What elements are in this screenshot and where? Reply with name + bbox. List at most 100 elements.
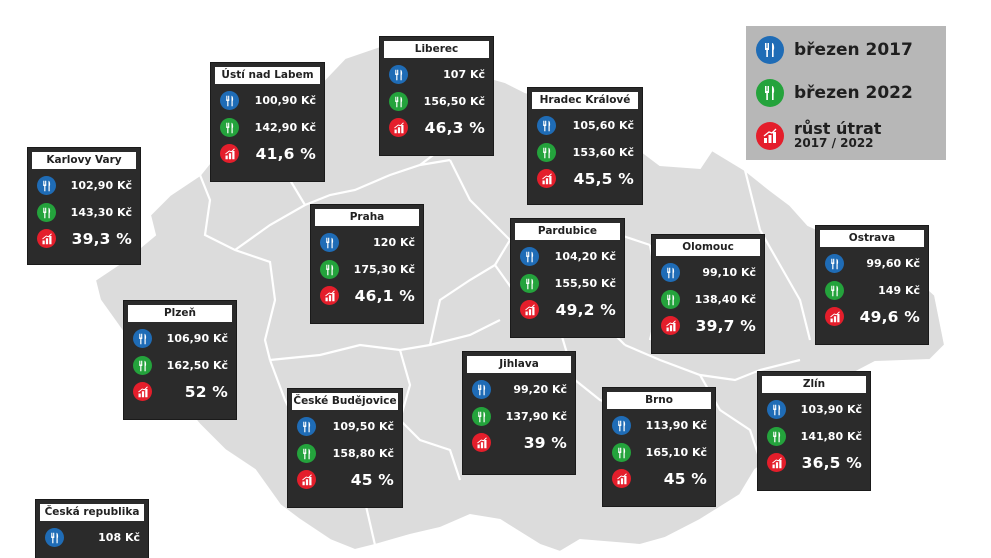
- cutlery-icon: [133, 329, 152, 348]
- region-card: Jihlava 99,20 Kč 137,90 Kč 39 %: [463, 352, 575, 474]
- region-name: Olomouc: [656, 239, 760, 256]
- region-name: Karlovy Vary: [32, 152, 136, 169]
- value-2022: 175,30 Kč: [353, 263, 415, 276]
- row-2022: 156,50 Kč: [389, 91, 485, 112]
- region-name: Brno: [607, 392, 711, 409]
- growth-percent: 39 %: [523, 433, 567, 452]
- legend-label-2017: březen 2017: [794, 39, 913, 60]
- region-card: Zlín 103,90 Kč 141,80 Kč 36,5 %: [758, 372, 870, 490]
- row-2017: 105,60 Kč: [537, 115, 634, 136]
- cutlery-icon: [767, 400, 786, 419]
- value-2017: 108 Kč: [98, 531, 140, 544]
- region-name: Liberec: [384, 41, 489, 58]
- region-card: Plzeň 106,90 Kč 162,50 Kč 52 %: [124, 301, 236, 419]
- growth-percent: 39,7 %: [695, 316, 756, 335]
- growth-percent: 41,6 %: [255, 144, 316, 163]
- value-2017: 107 Kč: [443, 68, 485, 81]
- growth-percent: 39,3 %: [71, 229, 132, 248]
- cutlery-icon: [612, 416, 631, 435]
- cutlery-icon: [520, 247, 539, 266]
- cutlery-icon: [612, 443, 631, 462]
- region-card: Ústí nad Labem 100,90 Kč 142,90 Kč 41,6 %: [211, 63, 324, 181]
- value-2017: 99,10 Kč: [702, 266, 756, 279]
- growth-percent: 49,2 %: [555, 300, 616, 319]
- row-growth: 39,3 %: [37, 228, 132, 249]
- growth-percent: 49,6 %: [859, 307, 920, 326]
- row-2017: 113,90 Kč: [612, 415, 707, 436]
- row-2022: 153,60 Kč: [537, 142, 634, 163]
- region-name: České Budějovice: [292, 393, 398, 410]
- region-card: České Budějovice 109,50 Kč 158,80 Kč 45 %: [288, 389, 402, 507]
- row-2017: 99,60 Kč: [825, 253, 920, 274]
- region-name: Ústí nad Labem: [215, 67, 320, 84]
- value-2017: 120 Kč: [373, 236, 415, 249]
- bar-chart-icon: [220, 144, 239, 163]
- growth-percent: 45 %: [350, 470, 394, 489]
- value-2017: 102,90 Kč: [70, 179, 132, 192]
- cutlery-icon: [320, 260, 339, 279]
- row-2017: 108 Kč: [45, 527, 140, 548]
- value-2022: 165,10 Kč: [645, 446, 707, 459]
- region-name: Pardubice: [515, 223, 620, 240]
- legend-label-2022: březen 2022: [794, 82, 913, 103]
- bar-chart-icon: [756, 122, 784, 150]
- row-2017: 99,20 Kč: [472, 379, 567, 400]
- cutlery-icon: [825, 281, 844, 300]
- region-name: Zlín: [762, 376, 866, 393]
- region-card: Praha 120 Kč 175,30 Kč 46,1 %: [311, 205, 423, 323]
- region-card: Olomouc 99,10 Kč 138,40 Kč 39,7 %: [652, 235, 764, 353]
- bar-chart-icon: [661, 316, 680, 335]
- value-2017: 106,90 Kč: [166, 332, 228, 345]
- value-2017: 104,20 Kč: [554, 250, 616, 263]
- row-2022: 137,90 Kč: [472, 406, 567, 427]
- value-2022: 141,80 Kč: [800, 430, 862, 443]
- cutlery-icon: [297, 417, 316, 436]
- growth-percent: 45 %: [663, 469, 707, 488]
- cutlery-icon: [220, 91, 239, 110]
- region-name: Jihlava: [467, 356, 571, 373]
- cutlery-icon: [756, 36, 784, 64]
- row-2017: 109,50 Kč: [297, 416, 394, 437]
- row-growth: 45 %: [612, 468, 707, 489]
- growth-percent: 36,5 %: [801, 453, 862, 472]
- growth-percent: 46,1 %: [354, 286, 415, 305]
- cutlery-icon: [297, 444, 316, 463]
- growth-percent: 46,3 %: [424, 118, 485, 137]
- row-2022: 138,40 Kč: [661, 289, 756, 310]
- region-card: Hradec Králové 105,60 Kč 153,60 Kč 45,5 %: [528, 88, 642, 204]
- bar-chart-icon: [320, 286, 339, 305]
- row-growth: 39 %: [472, 432, 567, 453]
- value-2017: 99,20 Kč: [513, 383, 567, 396]
- value-2017: 109,50 Kč: [332, 420, 394, 433]
- row-2017: 100,90 Kč: [220, 90, 316, 111]
- bar-chart-icon: [297, 470, 316, 489]
- row-growth: 36,5 %: [767, 452, 862, 473]
- legend-item-2017: březen 2017: [756, 36, 913, 64]
- row-2017: 120 Kč: [320, 232, 415, 253]
- row-growth: 45 %: [297, 469, 394, 490]
- row-growth: 52 %: [133, 381, 228, 402]
- value-2022: 156,50 Kč: [423, 95, 485, 108]
- region-card: Česká republika 108 Kč: [36, 500, 148, 558]
- row-growth: 46,3 %: [389, 117, 485, 138]
- bar-chart-icon: [520, 300, 539, 319]
- value-2017: 103,90 Kč: [800, 403, 862, 416]
- value-2022: 162,50 Kč: [166, 359, 228, 372]
- row-growth: 49,6 %: [825, 306, 920, 327]
- value-2017: 105,60 Kč: [572, 119, 634, 132]
- cutlery-icon: [537, 116, 556, 135]
- value-2022: 137,90 Kč: [505, 410, 567, 423]
- legend-item-2022: březen 2022: [756, 79, 913, 107]
- cutlery-icon: [661, 263, 680, 282]
- cutlery-icon: [472, 380, 491, 399]
- legend-label-growth: růst útrat 2017 / 2022: [794, 121, 881, 151]
- row-2017: 106,90 Kč: [133, 328, 228, 349]
- row-2017: 104,20 Kč: [520, 246, 616, 267]
- cutlery-icon: [389, 92, 408, 111]
- bar-chart-icon: [767, 453, 786, 472]
- row-growth: 46,1 %: [320, 285, 415, 306]
- row-2022: 143,30 Kč: [37, 202, 132, 223]
- cutlery-icon: [756, 79, 784, 107]
- value-2022: 149 Kč: [878, 284, 920, 297]
- row-2022: 158,80 Kč: [297, 443, 394, 464]
